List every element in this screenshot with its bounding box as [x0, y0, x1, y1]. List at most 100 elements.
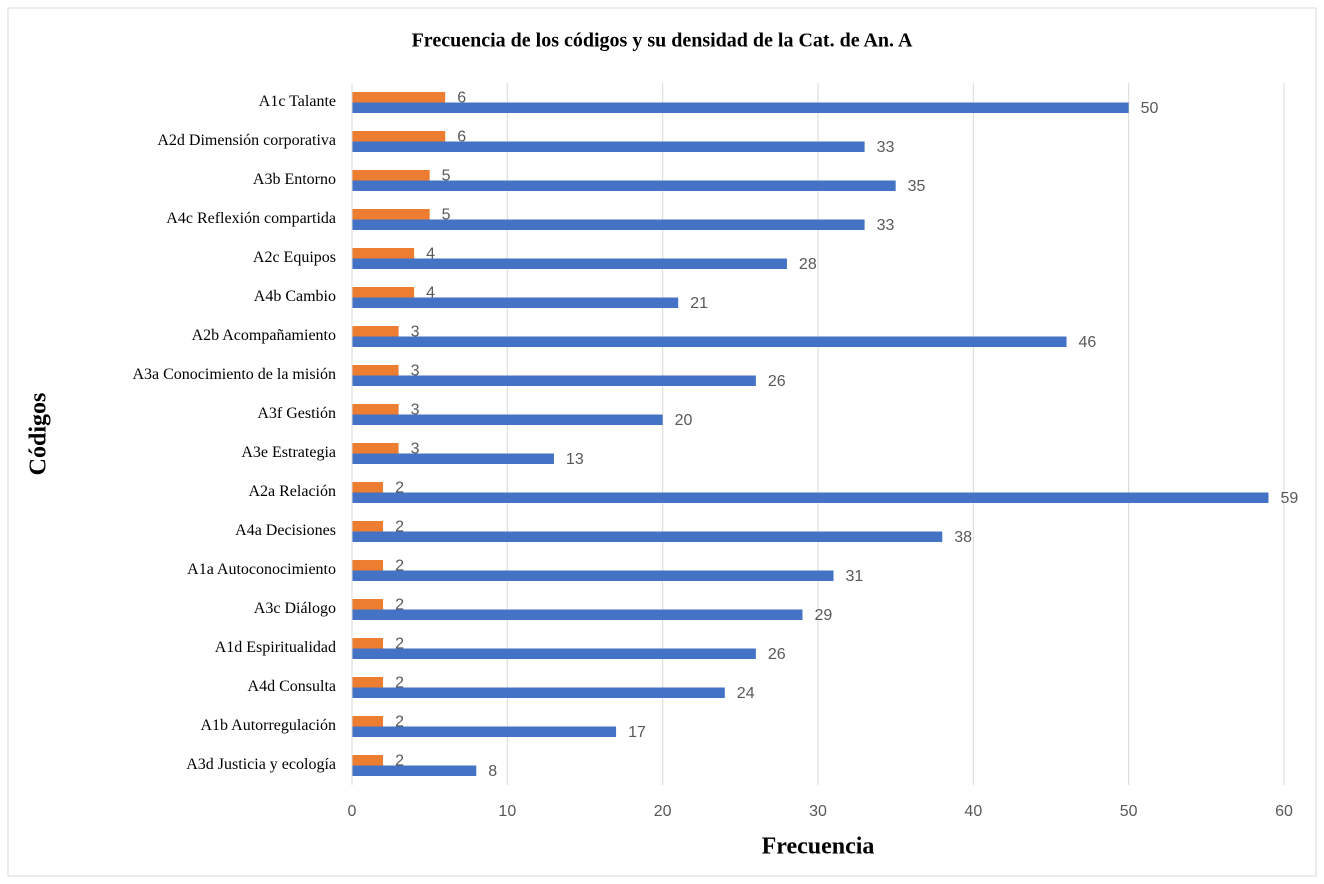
x-tick-label: 0	[348, 803, 357, 820]
bar	[352, 648, 756, 659]
y-tick-label: A4a Decisiones	[235, 522, 336, 539]
data-label: 38	[954, 529, 972, 546]
x-tick-label: 50	[1120, 803, 1138, 820]
data-label: 3	[411, 362, 420, 379]
data-label: 28	[799, 256, 817, 273]
bar	[352, 638, 384, 649]
chart-frame	[7, 7, 1317, 877]
bar	[352, 102, 1129, 113]
y-tick-label: A4b Cambio	[254, 288, 336, 305]
data-label: 2	[395, 518, 404, 535]
bar	[352, 414, 663, 425]
data-label: 8	[488, 763, 497, 780]
bar	[352, 599, 384, 610]
data-label: 4	[426, 284, 435, 301]
bar	[352, 170, 430, 181]
bar	[352, 726, 617, 737]
data-label: 50	[1141, 100, 1159, 117]
x-tick-label: 30	[809, 803, 827, 820]
data-label: 29	[814, 607, 832, 624]
data-label: 2	[395, 635, 404, 652]
y-tick-label: A2b Acompañamiento	[192, 327, 336, 344]
data-label: 3	[411, 440, 420, 457]
bar	[352, 375, 756, 386]
bar	[352, 141, 865, 152]
y-tick-label: A3f Gestión	[257, 405, 336, 422]
data-label: 2	[395, 596, 404, 613]
y-tick-label: A1b Autorregulación	[200, 717, 336, 734]
y-tick-label: A2c Equipos	[253, 249, 336, 266]
bar	[352, 687, 725, 698]
bar	[352, 716, 384, 727]
data-label: 5	[442, 206, 451, 223]
bar	[352, 248, 415, 259]
data-label: 4	[426, 245, 435, 262]
y-tick-label: A3c Diálogo	[254, 600, 336, 617]
data-label: 2	[395, 752, 404, 769]
bar	[352, 531, 943, 542]
bar	[352, 258, 787, 269]
y-tick-label: A3e Estrategia	[241, 444, 336, 461]
bar	[352, 677, 384, 688]
y-tick-label: A2d Dimensión corporativa	[157, 132, 336, 149]
data-label: 2	[395, 479, 404, 496]
x-tick-label: 20	[654, 803, 672, 820]
data-label: 6	[457, 89, 466, 106]
data-label: 35	[908, 178, 926, 195]
y-tick-label: A4d Consulta	[248, 678, 336, 695]
bar	[352, 443, 399, 454]
bar	[352, 219, 865, 230]
bar	[352, 609, 803, 620]
data-label: 33	[877, 217, 895, 234]
data-label: 13	[566, 451, 584, 468]
x-axis-title: Frecuencia	[762, 834, 875, 860]
bar	[352, 560, 384, 571]
data-label: 6	[457, 128, 466, 145]
data-label: 24	[737, 685, 755, 702]
data-label: 5	[442, 167, 451, 184]
bar	[352, 482, 384, 493]
bar	[352, 131, 446, 142]
data-label: 2	[395, 557, 404, 574]
data-label: 26	[768, 646, 786, 663]
y-tick-label: A3b Entorno	[253, 171, 336, 188]
y-tick-label: A2a Relación	[248, 483, 336, 500]
data-label: 3	[411, 401, 420, 418]
data-label: 20	[675, 412, 693, 429]
bar	[352, 297, 679, 308]
data-label: 59	[1280, 490, 1298, 507]
data-label: 2	[395, 713, 404, 730]
data-label: 21	[690, 295, 708, 312]
y-tick-label: A3d Justicia y ecología	[186, 756, 336, 773]
bar	[352, 755, 384, 766]
data-label: 33	[877, 139, 895, 156]
data-label: 2	[395, 674, 404, 691]
y-tick-label: A4c Reflexión compartida	[166, 210, 336, 227]
bar	[352, 404, 399, 415]
y-tick-label: A1d Espiritualidad	[215, 639, 336, 656]
chart-title: Frecuencia de los códigos y su densidad …	[412, 30, 913, 52]
y-tick-label: A3a Conocimiento de la misión	[132, 366, 336, 383]
data-label: 17	[628, 724, 646, 741]
y-axis-title: Códigos	[26, 393, 52, 476]
bar	[352, 287, 415, 298]
y-tick-label: A1a Autoconocimiento	[187, 561, 336, 578]
bar	[352, 180, 896, 191]
bar	[352, 92, 446, 103]
x-tick-label: 60	[1275, 803, 1293, 820]
data-label: 31	[846, 568, 864, 585]
bar	[352, 570, 834, 581]
bar	[352, 521, 384, 532]
bar	[352, 492, 1269, 503]
y-tick-label: A1c Talante	[259, 93, 336, 110]
data-label: 26	[768, 373, 786, 390]
bar	[352, 209, 430, 220]
data-label: 3	[411, 323, 420, 340]
bar	[352, 326, 399, 337]
x-tick-label: 10	[498, 803, 516, 820]
bar	[352, 336, 1067, 347]
bar	[352, 365, 399, 376]
bar	[352, 453, 554, 464]
x-tick-label: 40	[964, 803, 982, 820]
